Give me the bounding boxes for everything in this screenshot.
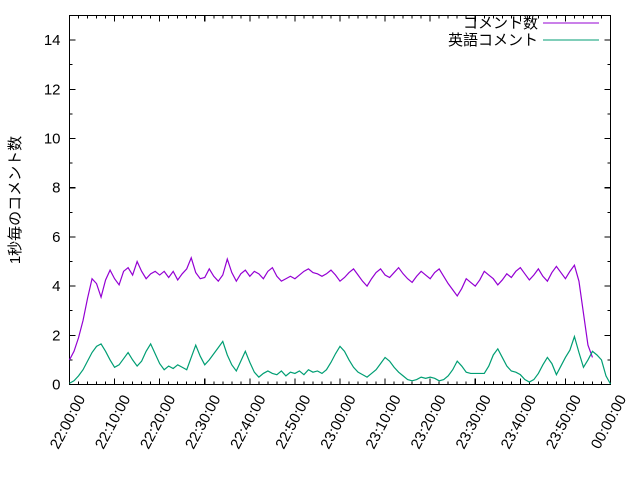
x-tick-label: 22:20:00 [137, 392, 179, 452]
ticks-group [68, 15, 612, 386]
data-series-group [68, 256, 612, 385]
y-tick-label: 2 [52, 327, 60, 344]
y-axis-title: 1秒毎のコメント数 [7, 136, 24, 264]
y-tick-label: 0 [52, 376, 60, 393]
x-tick-label: 23:50:00 [543, 392, 585, 452]
y-tick-label: 12 [44, 81, 61, 98]
y-tick-label: 8 [52, 180, 60, 197]
series-line-2 [69, 334, 612, 385]
y-axis-label: 1秒毎のコメント数 [7, 136, 24, 264]
y-tick-label: 4 [52, 278, 60, 295]
plot-border [68, 14, 612, 386]
x-tick-label: 22:30:00 [182, 392, 224, 452]
y-tick-label: 6 [52, 229, 60, 246]
x-tick-label: 23:20:00 [407, 392, 449, 452]
y-tick-label: 10 [44, 130, 61, 147]
y-tick-label: 14 [44, 32, 61, 49]
legend-label-2: 英語コメント [448, 31, 538, 49]
y-axis-tick-labels: 0 2 4 6 8 10 12 14 [44, 32, 61, 393]
x-tick-label: 22:50:00 [272, 392, 314, 452]
legend-label-1: コメント数 [463, 15, 538, 32]
x-tick-label: 23:00:00 [317, 392, 359, 452]
x-tick-label: 23:10:00 [362, 392, 404, 452]
x-axis-tick-labels: 22:00:00 22:10:00 22:20:00 22:30:00 22:40:00… [47, 392, 630, 452]
x-tick-label: 22:40:00 [227, 392, 269, 452]
x-tick-label: 22:10:00 [92, 392, 134, 452]
x-tick-label: 22:00:00 [47, 392, 89, 452]
x-tick-label: 23:40:00 [498, 392, 540, 452]
x-tick-label: 00:00:00 [588, 392, 630, 452]
axes-group [68, 14, 612, 386]
x-tick-label: 23:30:00 [453, 392, 495, 452]
series-line-1 [68, 256, 594, 361]
